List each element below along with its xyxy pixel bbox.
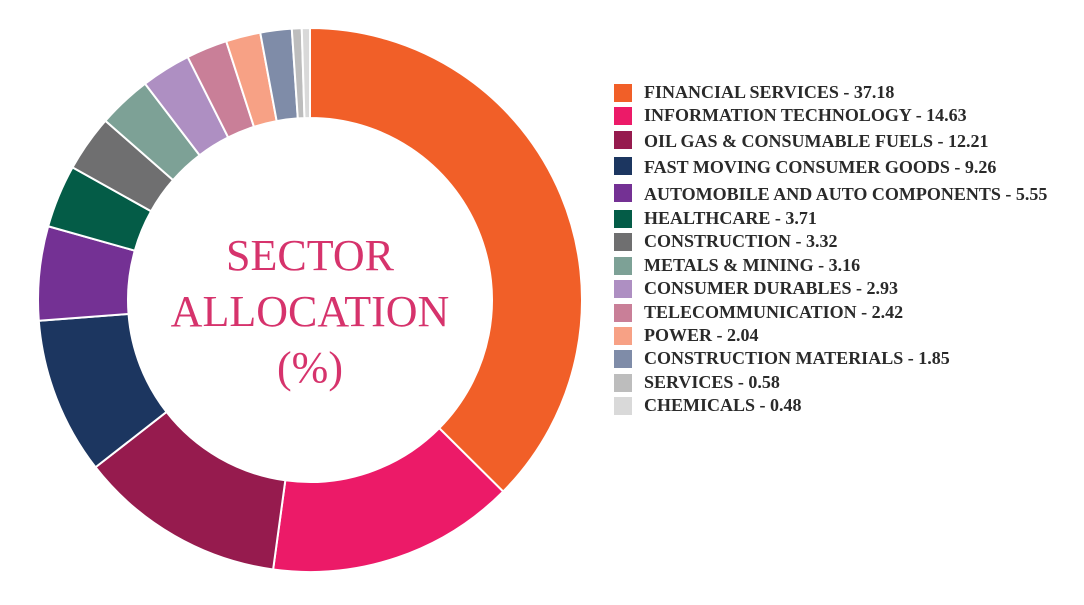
legend-item: AUTOMOBILE AND AUTO COMPONENTS - 5.55 [614,182,1084,206]
legend-swatch [614,209,632,228]
legend-swatch [614,107,632,126]
legend-swatch [614,326,632,345]
legend-swatch [614,183,632,202]
legend-swatch [614,233,632,252]
legend-label: CONSTRUCTION - 3.32 [644,231,838,252]
legend-item: CONSTRUCTION - 3.32 [614,231,1080,252]
legend-label: OIL GAS & CONSUMABLE FUELS - 12.21 [644,130,989,151]
legend-item: SERVICES - 0.58 [614,372,1080,393]
legend-label: METALS & MINING - 3.16 [644,254,861,275]
legend-swatch [614,256,632,275]
legend-label: CONSTRUCTION MATERIALS - 1.85 [644,348,950,369]
legend-label: AUTOMOBILE AND AUTO COMPONENTS - 5.55 [644,183,1048,204]
title-line: SECTOR [226,231,394,280]
legend-label: CONSUMER DURABLES - 2.93 [644,278,899,299]
legend-label: INFORMATION TECHNOLOGY - 14.63 [644,105,967,126]
legend-swatch [614,84,632,102]
legend-label: SERVICES - 0.58 [644,371,780,392]
legend-item: METALS & MINING - 3.16 [614,255,1080,276]
legend-swatch [614,303,632,322]
legend-item: FAST MOVING CONSUMER GOODS - 9.26 [614,155,1044,179]
legend-swatch [614,373,632,392]
legend-label: FINANCIAL SERVICES - 37.18 [644,82,895,102]
chart-legend: FINANCIAL SERVICES - 37.18 INFORMATION T… [614,82,1080,418]
legend-label: POWER - 2.04 [644,324,759,345]
legend-label: FAST MOVING CONSUMER GOODS - 9.26 [644,157,997,178]
legend-swatch [614,157,632,176]
legend-label: CHEMICALS - 0.48 [644,395,802,416]
legend-swatch [614,130,632,149]
title-line: ALLOCATION [170,287,450,336]
donut-slice [300,26,311,120]
legend-label: TELECOMMUNICATION - 2.42 [644,301,904,322]
legend-item: CHEMICALS - 0.48 [614,395,1080,416]
title-line: (%) [277,343,343,392]
legend-item: TELECOMMUNICATION - 2.42 [614,302,1080,323]
legend-item: OIL GAS & CONSUMABLE FUELS - 12.21 [614,129,1004,153]
legend-swatch [614,350,632,369]
legend-item: CONSUMER DURABLES - 2.93 [614,278,1080,299]
legend-item: FINANCIAL SERVICES - 37.18 [614,82,1080,103]
legend-label: HEALTHCARE - 3.71 [644,207,817,228]
legend-item: INFORMATION TECHNOLOGY - 14.63 [614,105,1080,126]
legend-item: POWER - 2.04 [614,325,1080,346]
legend-item: HEALTHCARE - 3.71 [614,208,1080,229]
chart-center-title: SECTOR ALLOCATION (%) [140,228,480,396]
donut-slice [309,26,583,493]
legend-swatch [614,280,632,299]
legend-item: CONSTRUCTION MATERIALS - 1.85 [614,348,1080,369]
legend-swatch [614,397,632,416]
